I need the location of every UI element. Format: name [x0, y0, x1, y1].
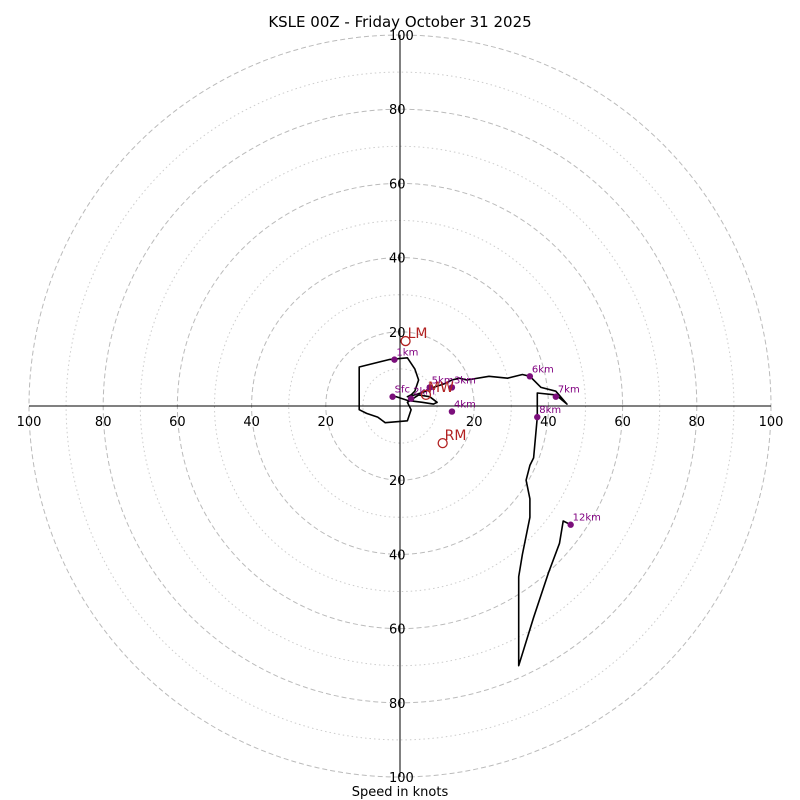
tick-labels: 100 80 60 40 20 20 40 60 80 100 100 80 60 40 20 20 40 60 8…: [17, 29, 784, 786]
y-tick-label: 80: [389, 697, 406, 712]
x-tick-label: 20: [466, 415, 483, 430]
storm-motion-marker-mw: [420, 389, 432, 401]
y-tick-label: 20: [389, 474, 406, 489]
x-tick-label: 80: [689, 415, 706, 430]
x-tick-label: 100: [17, 415, 42, 430]
y-tick-label: 40: [389, 548, 406, 563]
storm-motion-label-lm: LM: [408, 326, 428, 342]
height-marker-sfc: [389, 393, 396, 400]
height-marker-6km: [526, 373, 534, 380]
height-label-8km: 8km: [539, 405, 561, 416]
height-marker-4km: [448, 408, 456, 415]
height-marker-8km: [534, 413, 541, 421]
height-marker-3km: [448, 384, 456, 391]
hodograph-trace: [358, 356, 572, 667]
x-tick-label: 60: [614, 415, 631, 430]
x-tick-label: 40: [243, 415, 260, 430]
y-tick-label: 100: [389, 771, 414, 786]
storm-motion-markers: LM MW RM: [400, 326, 467, 449]
height-markers: Sfc 1km 2km 3km 4km 5km 6km 7km 8km 12km: [389, 348, 601, 528]
height-marker-12km: [567, 521, 574, 528]
height-marker-2km: [407, 395, 415, 402]
height-label-4km: 4km: [454, 400, 476, 411]
height-label-1km: 1km: [396, 348, 418, 359]
height-marker-5km: [426, 384, 433, 391]
x-tick-label: 60: [169, 415, 186, 430]
y-tick-label: 60: [389, 623, 406, 638]
height-label-6km: 6km: [532, 364, 554, 375]
storm-motion-marker-rm: [437, 437, 448, 449]
chart-title: KSLE 00Z - Friday October 31 2025: [268, 13, 531, 31]
y-tick-label: 20: [389, 326, 406, 341]
x-tick-label: 80: [95, 415, 112, 430]
y-tick-label: 60: [389, 177, 406, 192]
storm-motion-label-mw: MW: [428, 380, 454, 396]
y-tick-label: 80: [389, 103, 406, 118]
height-label-7km: 7km: [558, 385, 580, 396]
height-label-2km: 2km: [413, 387, 435, 398]
x-axis-label: Speed in knots: [352, 785, 449, 800]
storm-motion-label-rm: RM: [445, 428, 467, 444]
height-label-3km: 3km: [454, 375, 476, 386]
height-marker-7km: [552, 393, 560, 400]
x-tick-label: 40: [540, 415, 557, 430]
height-label-sfc: Sfc: [395, 385, 410, 396]
x-tick-label: 100: [759, 415, 784, 430]
height-label-5km: 5km: [432, 375, 454, 386]
y-tick-label: 100: [389, 29, 414, 44]
height-label-12km: 12km: [573, 513, 601, 524]
storm-motion-marker-lm: [400, 335, 411, 347]
height-marker-1km: [391, 356, 398, 363]
axes: [29, 35, 771, 777]
x-tick-label: 20: [318, 415, 335, 430]
y-tick-label: 40: [389, 252, 406, 267]
hodograph-trace-layer: [358, 356, 572, 667]
